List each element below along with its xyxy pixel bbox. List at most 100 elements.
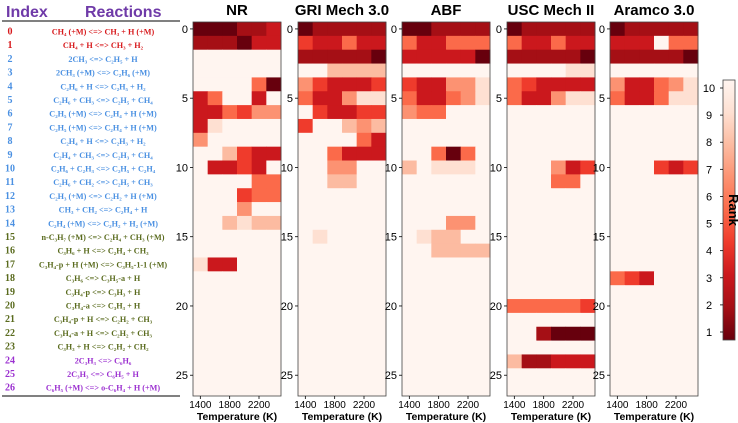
heatmap-cell <box>327 202 343 217</box>
heatmap-cell <box>222 63 238 78</box>
x-axis-label: Temperature (K) <box>302 411 382 423</box>
heatmap-cell <box>222 77 238 92</box>
heatmap-cell <box>298 243 314 258</box>
heatmap-cell <box>371 299 387 314</box>
heatmap-cell <box>475 285 491 300</box>
heatmap-cell <box>475 118 491 134</box>
heatmap-cell <box>416 257 432 272</box>
heatmap-cell <box>639 299 655 314</box>
heatmap-cell <box>356 382 372 397</box>
table-row-reaction: 2CH₃ <=> C₂H₅ + H <box>68 55 138 64</box>
heatmap-cell <box>580 257 596 272</box>
heatmap-cell <box>507 229 523 245</box>
table-row-reaction: C₂H₆ + H <=> C₂H₅ + H₂ <box>60 82 146 91</box>
heatmap-cell <box>580 118 596 134</box>
heatmap-cell <box>431 49 447 64</box>
heatmap-cell <box>222 35 238 51</box>
heatmap-cell <box>193 243 209 258</box>
heatmap-cell <box>237 271 253 286</box>
heatmap-cell <box>251 271 267 286</box>
heatmap-cell <box>356 285 372 300</box>
heatmap-cell <box>565 77 581 92</box>
heatmap-cell <box>610 243 626 258</box>
heatmap-cell <box>654 202 670 217</box>
heatmap-cell <box>237 354 253 369</box>
heatmap-cell <box>610 326 626 341</box>
heatmap-cell <box>312 146 328 161</box>
heatmap-cell <box>402 285 418 300</box>
heatmap-cell <box>402 354 418 369</box>
heatmap-cell <box>222 174 238 189</box>
heatmap-cell <box>402 132 418 148</box>
heatmap-cell <box>460 368 476 383</box>
heatmap-cell <box>371 354 387 369</box>
heatmap-cell <box>416 105 432 120</box>
heatmap-cell <box>237 382 253 397</box>
heatmap-cell <box>402 243 418 258</box>
heatmap-cell <box>521 146 537 161</box>
heatmap-cell <box>565 132 581 148</box>
heatmap-cell <box>266 49 282 64</box>
heatmap-cell <box>207 22 223 37</box>
heatmap-cell <box>251 174 267 189</box>
heatmap-cell <box>312 215 328 231</box>
heatmap-cell <box>460 202 476 217</box>
heatmap-cell <box>342 63 358 78</box>
heatmap-cell <box>610 188 626 203</box>
heatmap-cell <box>298 63 314 78</box>
table-row-reaction: C₆H₅ (+M) <=> o-C₆H₄ + H (+M) <box>46 384 160 393</box>
heatmap-cell <box>507 35 523 51</box>
heatmap-cell <box>222 354 238 369</box>
heatmap-cell <box>327 91 343 106</box>
heatmap-cell <box>356 91 372 106</box>
heatmap-cell <box>298 257 314 272</box>
heatmap-cell <box>207 118 223 134</box>
heatmap-cell <box>521 299 537 314</box>
heatmap-cell <box>431 118 447 134</box>
heatmap-cell <box>580 215 596 231</box>
heatmap-cell <box>580 243 596 258</box>
heatmap-cell <box>683 49 699 64</box>
heatmap-cell <box>356 132 372 148</box>
table-row-reaction: C₃H₄-p + H (+M) <=> C₃H₅-1-1 (+M) <box>39 260 168 269</box>
heatmap-cell <box>536 91 552 106</box>
heatmap-cell <box>371 202 387 217</box>
heatmap-cell <box>312 299 328 314</box>
table-row-index: 2 <box>8 54 13 65</box>
heatmap-cell <box>536 285 552 300</box>
heatmap-cell <box>251 285 267 300</box>
heatmap-cell <box>551 118 567 134</box>
heatmap-cell <box>237 285 253 300</box>
heatmap-cell <box>521 340 537 355</box>
heatmap-cell <box>298 312 314 328</box>
heatmap-cell <box>402 229 418 245</box>
table-row-index: 4 <box>8 81 13 92</box>
heatmap-cell <box>521 49 537 64</box>
heatmap-cell <box>356 340 372 355</box>
x-axis-label: Temperature (K) <box>197 411 277 423</box>
colorbar-tick-label: 5 <box>706 219 712 231</box>
heatmap-cell <box>639 215 655 231</box>
heatmap-cell <box>507 326 523 341</box>
heatmap-cell <box>431 22 447 37</box>
table-row-reaction: C₃H₄-p + H <=> C₂H₂ + CH₃ <box>54 315 153 324</box>
heatmap-cell <box>460 215 476 231</box>
heatmap-cell <box>298 132 314 148</box>
heatmap-cell <box>624 63 640 78</box>
heatmap-cell <box>207 132 223 148</box>
heatmap-cell <box>356 229 372 245</box>
heatmap-cell <box>536 174 552 189</box>
heatmap-cell <box>639 271 655 286</box>
heatmap-cell <box>580 271 596 286</box>
heatmap-cell <box>193 368 209 383</box>
heatmap-cell <box>668 382 684 397</box>
heatmap-cell <box>356 257 372 272</box>
heatmap-cell <box>610 368 626 383</box>
heatmap-cell <box>237 326 253 341</box>
heatmap-cell <box>565 229 581 245</box>
heatmap-cell <box>668 354 684 369</box>
heatmap-cell <box>237 299 253 314</box>
heatmap-cell <box>551 243 567 258</box>
table-row-index: 6 <box>8 109 13 120</box>
heatmap-cell <box>683 118 699 134</box>
